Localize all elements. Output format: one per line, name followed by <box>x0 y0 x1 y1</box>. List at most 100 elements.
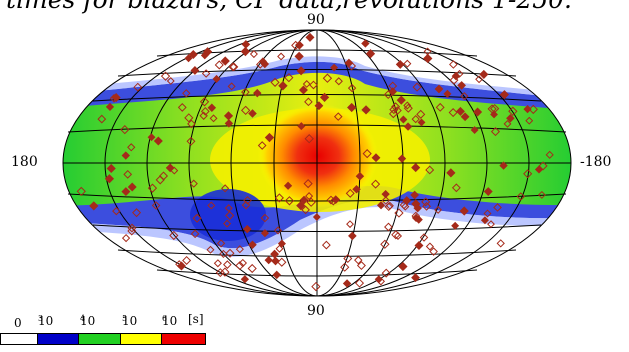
source-marker <box>383 90 393 100</box>
coordinate-grid <box>62 29 572 297</box>
source-marker <box>200 51 209 60</box>
source-marker <box>381 268 391 278</box>
source-marker <box>343 253 353 263</box>
source-marker <box>508 106 518 116</box>
source-marker <box>354 255 363 265</box>
source-marker <box>175 260 184 269</box>
source-marker <box>248 109 257 118</box>
source-marker <box>403 101 412 110</box>
source-marker <box>112 206 121 216</box>
colorbar-ticks: 0 10 3 10 4 10 5 10 6 [s] <box>14 312 204 330</box>
source-marker <box>229 62 239 72</box>
source-marker <box>190 66 200 75</box>
source-marker <box>121 233 131 243</box>
source-marker <box>414 241 424 251</box>
source-marker <box>97 114 107 124</box>
source-marker <box>305 32 315 42</box>
source-marker <box>264 255 273 265</box>
source-marker <box>443 89 452 98</box>
source-marker <box>105 102 115 111</box>
source-marker <box>275 244 284 253</box>
source-marker <box>354 278 365 288</box>
source-marker <box>158 171 169 181</box>
source-marker <box>455 106 465 116</box>
source-marker <box>299 195 309 205</box>
source-marker <box>330 63 339 72</box>
caption-left: times for blazars, CP data, <box>6 0 343 14</box>
source-marker <box>460 112 470 122</box>
source-marker <box>189 179 198 188</box>
source-marker <box>277 52 286 61</box>
source-marker <box>483 209 492 218</box>
source-marker <box>303 178 313 189</box>
source-marker <box>525 116 534 125</box>
source-marker <box>352 185 361 194</box>
axis-label-bottom: 90 <box>307 303 325 319</box>
source-marker <box>260 229 270 238</box>
source-marker <box>403 59 412 68</box>
source-marker <box>296 66 306 76</box>
source-marker <box>207 103 217 112</box>
colorbar-tick-2: 10 4 <box>80 314 96 328</box>
source-marker <box>298 85 308 95</box>
source-marker <box>199 97 210 107</box>
source-marker <box>448 108 458 118</box>
source-markers <box>76 32 554 292</box>
source-marker <box>160 71 171 81</box>
source-marker <box>311 281 321 292</box>
source-marker <box>361 105 371 115</box>
source-marker <box>419 233 429 242</box>
source-marker <box>374 275 383 284</box>
source-marker <box>184 113 194 123</box>
source-marker <box>304 134 314 144</box>
source-marker <box>127 223 137 233</box>
source-marker <box>227 82 236 91</box>
source-marker <box>200 106 210 116</box>
source-marker <box>423 53 433 64</box>
source-marker <box>104 174 115 184</box>
source-marker <box>538 161 548 171</box>
source-marker <box>190 229 200 239</box>
source-marker <box>121 187 131 197</box>
source-marker <box>347 83 357 93</box>
source-marker <box>284 73 294 83</box>
source-marker <box>188 50 198 60</box>
source-marker <box>242 224 252 234</box>
source-marker <box>235 261 245 271</box>
source-marker <box>132 208 142 218</box>
source-marker <box>493 203 502 212</box>
source-marker <box>356 261 366 271</box>
source-marker <box>346 220 354 229</box>
source-marker <box>537 190 546 199</box>
source-marker <box>340 262 350 272</box>
source-marker <box>243 196 252 205</box>
source-marker <box>421 197 431 207</box>
source-marker <box>257 141 267 150</box>
source-marker <box>212 74 221 84</box>
source-marker <box>334 77 343 86</box>
source-marker <box>248 240 257 250</box>
source-marker <box>429 247 438 256</box>
source-marker <box>434 84 444 94</box>
source-marker <box>391 230 401 240</box>
source-marker <box>355 171 365 181</box>
source-marker <box>480 216 489 225</box>
source-marker <box>411 273 420 283</box>
source-marker <box>399 115 408 124</box>
source-marker <box>362 149 372 159</box>
source-marker <box>277 257 287 267</box>
source-marker <box>475 75 483 84</box>
source-marker <box>394 208 404 218</box>
source-marker <box>106 163 116 174</box>
source-marker <box>435 102 445 112</box>
source-marker <box>249 50 258 59</box>
source-marker <box>384 222 393 232</box>
source-marker <box>272 270 282 280</box>
source-marker <box>273 226 283 235</box>
source-marker <box>487 104 497 114</box>
source-marker <box>416 109 426 119</box>
axis-label-left: 180 <box>11 154 38 170</box>
source-marker <box>410 190 420 200</box>
source-marker <box>391 102 401 112</box>
source-marker <box>270 77 280 87</box>
